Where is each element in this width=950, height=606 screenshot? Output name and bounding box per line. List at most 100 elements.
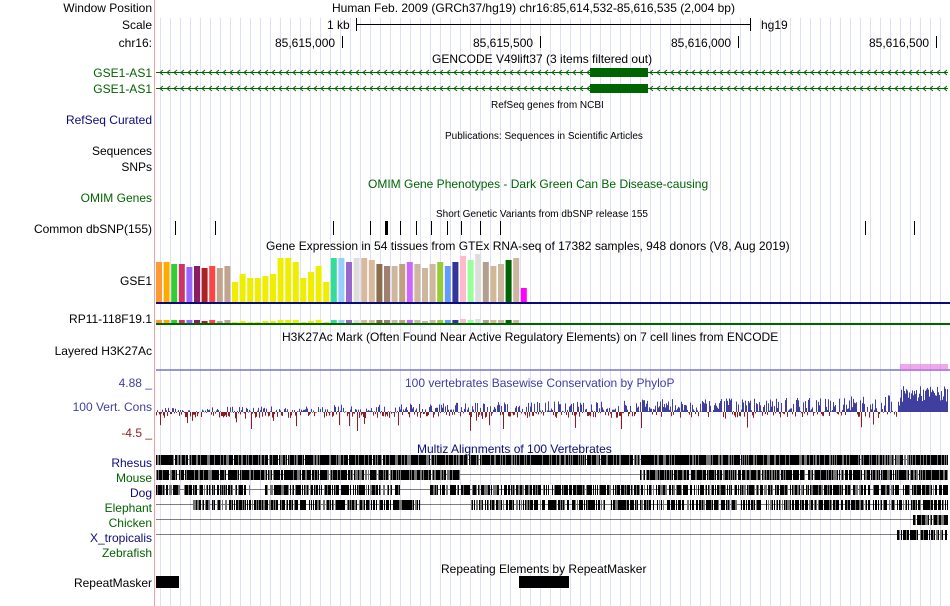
omim-genes-label[interactable]: OMIM Genes <box>80 191 152 205</box>
alignment-block <box>237 470 238 480</box>
dbsnp-track-title[interactable]: Short Genetic Variants from dbSNP releas… <box>436 209 648 220</box>
conservation-bar <box>505 404 506 412</box>
alignment-block <box>709 470 710 480</box>
conservation-bar <box>246 407 247 412</box>
alignment-block <box>680 485 681 495</box>
alignment-block <box>224 455 225 465</box>
alignment-block <box>412 500 413 510</box>
conservation-bar <box>939 395 940 412</box>
conservation-bar <box>338 406 339 412</box>
conservation-bar <box>581 404 582 412</box>
alignment-block <box>877 455 878 465</box>
conservation-bar <box>254 412 255 414</box>
conservation-bar <box>291 412 292 416</box>
alignment-block <box>658 470 659 480</box>
dbsnp-label[interactable]: Common dbSNP(155) <box>33 222 152 236</box>
alignment-block <box>228 470 229 480</box>
conservation-bar <box>183 410 184 412</box>
omim-track-title[interactable]: OMIM Gene Phenotypes - Dark Green Can Be… <box>368 177 709 191</box>
gencode-track-title[interactable]: GENCODE V49lift37 (3 items filtered out) <box>432 52 653 66</box>
conservation-bar <box>686 405 687 412</box>
alignment-block <box>914 455 915 465</box>
window-position-text[interactable]: Human Feb. 2009 (GRCh37/hg19) chr16:85,6… <box>332 1 735 15</box>
conservation-bar <box>594 411 595 412</box>
alignment-block <box>157 455 158 465</box>
alignment-block <box>717 485 718 495</box>
species-label-x-tropicalis[interactable]: X_tropicalis <box>89 531 152 545</box>
alignment-block <box>947 455 948 465</box>
alignment-block <box>339 455 340 465</box>
sequences-label[interactable]: Sequences <box>91 144 152 158</box>
alignment-block <box>829 470 830 480</box>
multiz-track-title[interactable]: Multiz Alignments of 100 Vertebrates <box>417 442 612 456</box>
gene-label-gse1-as1[interactable]: GSE1-AS1 <box>93 82 152 96</box>
alignment-block <box>932 500 933 510</box>
alignment-block <box>311 500 312 510</box>
species-label-mouse[interactable]: Mouse <box>115 471 152 485</box>
publications-track-title[interactable]: Publications: Sequences in Scientific Ar… <box>445 131 643 142</box>
gtex-gene-label-gse1[interactable]: GSE1 <box>119 274 152 288</box>
conservation-bar <box>297 411 298 412</box>
alignment-block <box>506 500 507 510</box>
alignment-block <box>715 485 716 495</box>
alignment-block <box>277 485 278 495</box>
alignment-block <box>870 455 871 465</box>
alignment-block <box>934 455 935 465</box>
alignment-block <box>880 455 881 465</box>
alignment-block <box>943 485 944 495</box>
alignment-block <box>551 455 552 465</box>
alignment-block <box>262 500 263 510</box>
snp-tick <box>431 221 432 235</box>
alignment-block <box>929 455 930 465</box>
alignment-block <box>714 455 715 465</box>
alignment-block <box>711 485 712 495</box>
alignment-block <box>239 500 240 510</box>
ruler-tick-label: 85,616,000 <box>671 36 732 50</box>
species-label-zebrafish[interactable]: Zebrafish <box>101 546 152 560</box>
alignment-block <box>487 455 488 465</box>
alignment-block <box>678 470 679 480</box>
alignment-block <box>721 500 722 510</box>
h3k27ac-track-title[interactable]: H3K27Ac Mark (Often Found Near Active Re… <box>282 330 779 344</box>
alignment-block <box>685 485 686 495</box>
alignment-block <box>404 470 405 480</box>
alignment-block <box>567 500 568 510</box>
gtex-bar <box>156 262 162 302</box>
species-label-chicken[interactable]: Chicken <box>108 516 152 530</box>
alignment-block <box>434 455 435 465</box>
gene-label-gse1-as1[interactable]: GSE1-AS1 <box>93 66 152 80</box>
strand-arrow <box>264 69 269 76</box>
alignment-block <box>424 470 425 480</box>
alignment-block <box>491 455 492 465</box>
repeatmasker-track-title[interactable]: Repeating Elements by RepeatMasker <box>441 562 647 576</box>
repeatmasker-label[interactable]: RepeatMasker <box>73 576 152 590</box>
conservation-bar <box>736 401 737 412</box>
alignment-block <box>720 470 721 480</box>
alignment-block <box>599 485 600 495</box>
gtex-track-title[interactable]: Gene Expression in 54 tissues from GTEx … <box>266 239 790 253</box>
alignment-block <box>925 500 926 510</box>
refseq-track-title[interactable]: RefSeq genes from NCBI <box>491 100 604 111</box>
conservation-bar <box>194 412 195 415</box>
alignment-block <box>902 455 903 465</box>
h3k27ac-label[interactable]: Layered H3K27Ac <box>54 344 152 358</box>
gtex-bar <box>414 264 421 302</box>
conservation-bar <box>926 389 927 412</box>
refseq-curated-label[interactable]: RefSeq Curated <box>65 113 152 127</box>
alignment-block <box>452 485 453 495</box>
snps-label[interactable]: SNPs <box>121 160 152 174</box>
species-label-dog[interactable]: Dog <box>129 486 152 500</box>
alignment-block <box>442 470 443 480</box>
conservation-track-title[interactable]: 100 vertebrates Basewise Conservation by… <box>405 376 675 390</box>
alignment-block <box>748 470 749 480</box>
alignment-block <box>904 470 905 480</box>
alignment-block <box>400 470 401 480</box>
strand-arrow <box>180 85 185 92</box>
species-label-elephant[interactable]: Elephant <box>104 501 152 515</box>
gtex-gene-label-rp11[interactable]: RP11-118F19.1 <box>69 312 152 326</box>
alignment-block <box>945 530 946 540</box>
alignment-block <box>298 455 299 465</box>
conservation-label[interactable]: 100 Vert. Cons <box>72 400 152 414</box>
species-label-rhesus[interactable]: Rhesus <box>111 456 152 470</box>
